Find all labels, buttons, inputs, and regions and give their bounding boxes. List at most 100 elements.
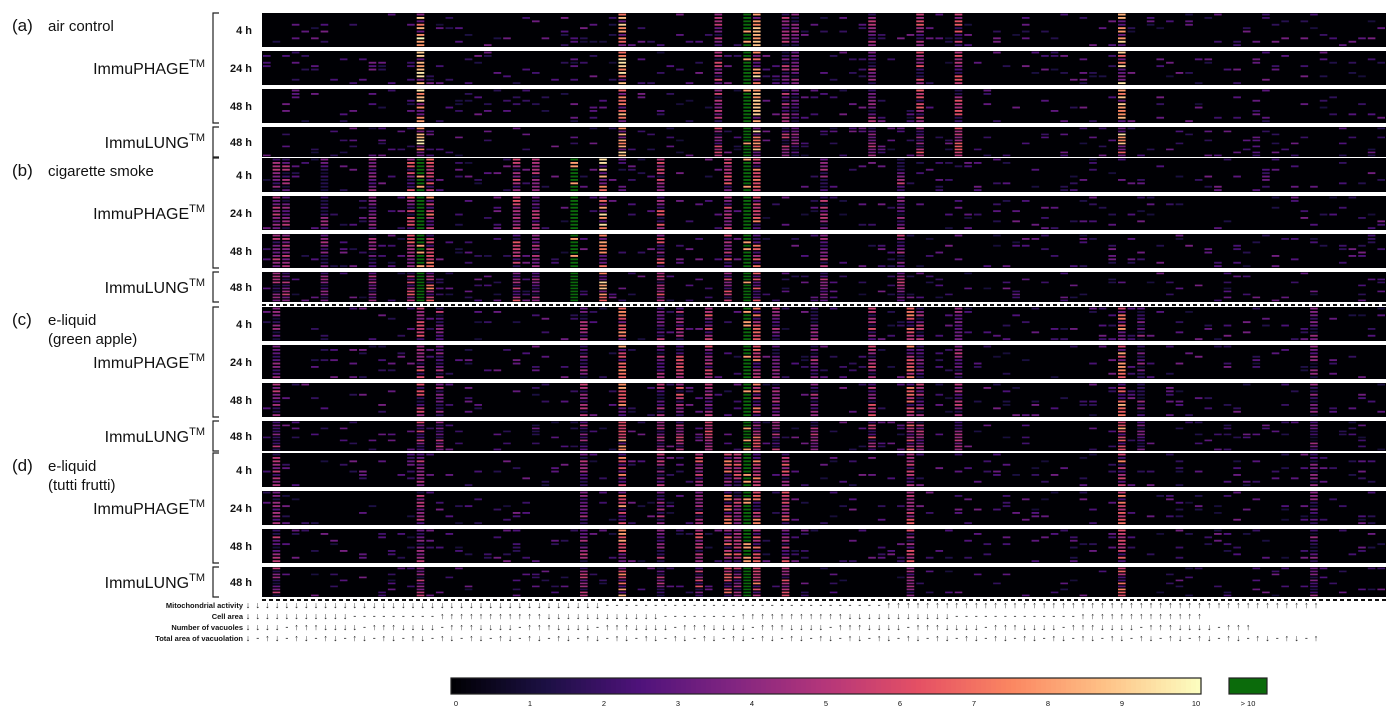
heatmap-cell <box>435 445 444 448</box>
direction-symbol: - <box>402 611 405 621</box>
heatmap-cell <box>1031 474 1040 476</box>
row-separator <box>262 123 1386 127</box>
heatmap-cell <box>695 72 703 74</box>
heatmap-cell <box>455 505 463 508</box>
heatmap-cell <box>1002 265 1011 268</box>
heatmap-cell <box>906 560 915 563</box>
heatmap-cell <box>1118 533 1126 535</box>
heatmap-cell <box>877 37 886 40</box>
heatmap-cell <box>570 189 579 192</box>
heatmap-cell <box>1358 515 1366 518</box>
heatmap-cell <box>1262 168 1270 171</box>
heatmap-cell <box>426 82 434 85</box>
heatmap-cell <box>714 51 723 54</box>
heatmap-cell <box>320 23 329 26</box>
heatmap-cell <box>1175 390 1184 393</box>
heatmap-cell <box>752 37 761 40</box>
direction-symbol: ↓ <box>323 611 328 621</box>
heatmap-cell <box>704 317 713 320</box>
heatmap-cell <box>772 387 780 389</box>
heatmap-cell <box>714 120 723 123</box>
heatmap-cell <box>1329 196 1337 199</box>
heatmap-cell <box>752 334 761 337</box>
heatmap-cell <box>733 89 742 92</box>
heatmap-cell <box>724 255 732 257</box>
heatmap-cell <box>1242 293 1251 296</box>
heatmap-cell <box>628 203 636 206</box>
heatmap-cell <box>1175 460 1184 463</box>
heatmap-cell <box>426 210 434 213</box>
heatmap-cell <box>1021 359 1030 362</box>
heatmap-cell <box>877 165 886 168</box>
model-label-immulung: ImmuLUNGTM <box>105 426 205 446</box>
heatmap-cell <box>695 453 703 456</box>
heatmap-cell <box>1118 158 1126 161</box>
heatmap-cell <box>1156 495 1165 497</box>
heatmap-cell <box>589 430 598 433</box>
heatmap-cell <box>1118 93 1126 95</box>
heatmap-cell <box>916 162 924 164</box>
heatmap-cell <box>272 522 281 525</box>
heatmap-cell <box>1002 505 1011 508</box>
heatmap-cell <box>743 334 751 337</box>
direction-symbol: ↑ <box>760 622 765 632</box>
heatmap-cell <box>512 261 521 264</box>
panel-title: (green apple) <box>48 331 137 348</box>
heatmap-cell <box>743 585 751 588</box>
heatmap-cell <box>368 265 377 268</box>
heatmap-cell <box>676 244 684 247</box>
heatmap-cell <box>272 265 281 268</box>
heatmap-cell <box>368 61 377 64</box>
heatmap-cell <box>589 196 598 199</box>
heatmap-cell <box>752 136 761 139</box>
heatmap-cell <box>1089 136 1097 139</box>
heatmap-cell <box>1271 352 1280 355</box>
heatmap-cell <box>704 387 713 389</box>
heatmap-cell <box>416 179 425 181</box>
direction-symbol: - <box>674 611 677 621</box>
heatmap-cell <box>426 355 434 358</box>
heatmap-cell <box>1367 546 1376 549</box>
heatmap-cell <box>1310 328 1318 330</box>
direction-symbol: - <box>1014 611 1017 621</box>
colorbar-segment <box>676 678 682 694</box>
heatmap-cell <box>272 299 281 302</box>
heatmap-cell <box>1329 372 1337 375</box>
heatmap-cell <box>407 213 415 216</box>
heatmap-cell <box>676 387 684 389</box>
heatmap-cell <box>464 93 473 95</box>
heatmap-cell <box>263 436 271 439</box>
heatmap-cell <box>656 505 665 508</box>
heatmap-cell <box>474 470 482 473</box>
heatmap-cell <box>810 352 819 355</box>
heatmap-cell <box>800 275 809 278</box>
direction-symbol: - <box>868 600 871 610</box>
heatmap-cell <box>973 400 982 403</box>
heatmap-cell <box>647 248 655 251</box>
heatmap-cell <box>320 40 329 43</box>
heatmap-cell <box>1137 424 1145 427</box>
heatmap-cell <box>906 355 915 358</box>
heatmap-cell <box>704 334 713 337</box>
heatmap-cell <box>541 480 550 483</box>
heatmap-cell <box>580 539 588 542</box>
heatmap-cell <box>954 78 963 81</box>
heatmap-cell <box>752 293 761 296</box>
heatmap-cell <box>954 390 963 393</box>
heatmap-cell <box>416 185 425 188</box>
heatmap-cell <box>954 331 963 334</box>
heatmap-cell <box>916 265 924 268</box>
heatmap-cell <box>522 290 530 293</box>
heatmap-cell <box>1050 255 1059 257</box>
heatmap-cell <box>1118 307 1126 310</box>
heatmap-cell <box>810 210 819 213</box>
heatmap-cell <box>1146 484 1155 487</box>
heatmap-cell <box>858 293 867 296</box>
heatmap-cell <box>704 397 713 400</box>
heatmap-cell <box>906 410 915 413</box>
direction-symbol: - <box>703 611 706 621</box>
heatmap-cell <box>1127 484 1136 487</box>
heatmap-cell <box>599 477 607 480</box>
heatmap-cell <box>368 103 377 106</box>
heatmap-cell <box>752 284 761 287</box>
